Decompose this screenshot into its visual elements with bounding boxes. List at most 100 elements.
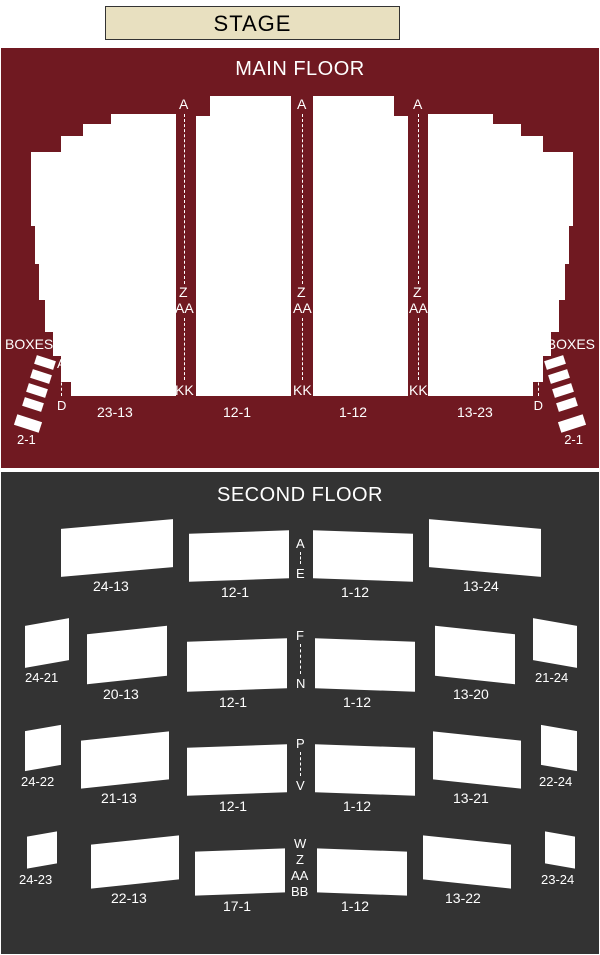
row-marker-aa: AA bbox=[175, 300, 194, 316]
boxes-dash bbox=[538, 372, 539, 396]
section-right[interactable] bbox=[313, 96, 408, 406]
balcony-section[interactable] bbox=[313, 530, 413, 581]
boxes-title-left: BOXES bbox=[5, 336, 53, 352]
row-marker-aa: AA bbox=[293, 300, 312, 316]
balcony-section[interactable] bbox=[429, 519, 541, 577]
aisle-dash bbox=[300, 644, 301, 674]
boxes-seats: 2-1 bbox=[564, 432, 583, 447]
boxes-row-d: D bbox=[534, 398, 543, 413]
boxes-seats: 2-1 bbox=[17, 432, 36, 447]
balcony-section[interactable] bbox=[315, 638, 415, 691]
row-marker-kk: KK bbox=[409, 382, 428, 398]
boxes-row-a: A bbox=[534, 356, 543, 371]
section-label: 24-22 bbox=[21, 774, 54, 789]
boxes-dash bbox=[61, 372, 62, 396]
balcony-section[interactable] bbox=[435, 626, 515, 684]
section-label: 12-1 bbox=[219, 694, 247, 710]
aisle-dash bbox=[418, 318, 419, 380]
balcony-section[interactable] bbox=[27, 831, 57, 868]
section-label: 13-24 bbox=[463, 578, 499, 594]
row-marker-z: Z bbox=[179, 284, 188, 300]
balcony-section[interactable] bbox=[545, 831, 575, 868]
box-seat[interactable] bbox=[558, 414, 586, 432]
section-label: 24-13 bbox=[93, 578, 129, 594]
row-marker-a: A bbox=[413, 96, 422, 112]
row-marker: Z bbox=[296, 852, 304, 867]
section-label: 23-24 bbox=[541, 872, 574, 887]
balcony-section[interactable] bbox=[25, 725, 61, 771]
balcony-section[interactable] bbox=[87, 626, 167, 684]
stage-label: STAGE bbox=[214, 11, 292, 36]
section-label: 13-23 bbox=[457, 404, 493, 420]
section-label: 20-13 bbox=[103, 686, 139, 702]
balcony-section[interactable] bbox=[315, 744, 415, 795]
balcony-section[interactable] bbox=[91, 835, 179, 888]
balcony-section[interactable] bbox=[61, 519, 173, 577]
balcony-section[interactable] bbox=[423, 835, 511, 888]
boxes-row-d: D bbox=[57, 398, 66, 413]
balcony-section[interactable] bbox=[317, 848, 407, 895]
section-label: 23-13 bbox=[97, 404, 133, 420]
row-marker: E bbox=[296, 566, 305, 581]
section-label: 1-12 bbox=[341, 898, 369, 914]
box-seat[interactable] bbox=[14, 414, 42, 432]
aisle-dash bbox=[184, 318, 185, 380]
section-label: 24-23 bbox=[19, 872, 52, 887]
section-label: 1-12 bbox=[341, 584, 369, 600]
row-marker: W bbox=[294, 836, 306, 851]
balcony-section[interactable] bbox=[433, 731, 521, 788]
row-marker-a: A bbox=[179, 96, 188, 112]
section-label: 12-1 bbox=[219, 798, 247, 814]
row-marker: P bbox=[296, 736, 305, 751]
section-label: 21-13 bbox=[101, 790, 137, 806]
boxes-title-right: BOXES bbox=[547, 336, 595, 352]
row-marker: A bbox=[296, 536, 305, 551]
second-floor-title: SECOND FLOOR bbox=[1, 484, 599, 507]
aisle-dash bbox=[302, 114, 303, 284]
section-label: 1-12 bbox=[339, 404, 367, 420]
row-marker-a: A bbox=[297, 96, 306, 112]
row-marker-z: Z bbox=[297, 284, 306, 300]
balcony-section[interactable] bbox=[81, 731, 169, 788]
row-marker-aa: AA bbox=[409, 300, 428, 316]
main-floor-title: MAIN FLOOR bbox=[1, 58, 599, 81]
aisle-dash bbox=[418, 114, 419, 284]
row-marker-z: Z bbox=[413, 284, 422, 300]
section-label: 13-21 bbox=[453, 790, 489, 806]
row-marker-kk: KK bbox=[293, 382, 312, 398]
aisle-dash bbox=[300, 552, 301, 564]
row-marker: F bbox=[296, 628, 304, 643]
row-marker: AA bbox=[291, 868, 308, 883]
main-floor-panel: MAIN FLOOR A Z AA KK A Z AA KK A Z AA KK bbox=[1, 48, 599, 468]
balcony-section[interactable] bbox=[189, 530, 289, 581]
row-marker: V bbox=[296, 778, 305, 793]
section-label: 22-24 bbox=[539, 774, 572, 789]
row-marker-kk: KK bbox=[175, 382, 194, 398]
section-label: 13-20 bbox=[453, 686, 489, 702]
balcony-section[interactable] bbox=[187, 744, 287, 795]
section-label: 17-1 bbox=[223, 898, 251, 914]
seating-chart: STAGE MAIN FLOOR A Z AA KK A Z AA KK A Z… bbox=[0, 0, 600, 955]
section-label: 12-1 bbox=[221, 584, 249, 600]
section-label: 12-1 bbox=[223, 404, 251, 420]
section-label: 21-24 bbox=[535, 670, 568, 685]
boxes-row-a: A bbox=[57, 356, 66, 371]
section-left[interactable] bbox=[196, 96, 291, 406]
balcony-section[interactable] bbox=[187, 638, 287, 691]
balcony-section[interactable] bbox=[541, 725, 577, 771]
balcony-section[interactable] bbox=[195, 848, 285, 895]
second-floor-panel: SECOND FLOOR A E F N P V W Z AA BB 24-13… bbox=[1, 472, 599, 954]
row-marker: N bbox=[296, 676, 305, 691]
section-label: 24-21 bbox=[25, 670, 58, 685]
stage-box: STAGE bbox=[105, 6, 400, 40]
aisle-dash bbox=[184, 114, 185, 284]
balcony-section[interactable] bbox=[533, 618, 577, 668]
aisle-dash bbox=[302, 318, 303, 380]
aisle-dash bbox=[300, 752, 301, 776]
balcony-section[interactable] bbox=[25, 618, 69, 668]
section-label: 22-13 bbox=[111, 890, 147, 906]
row-marker: BB bbox=[291, 884, 308, 899]
section-label: 1-12 bbox=[343, 694, 371, 710]
section-label: 13-22 bbox=[445, 890, 481, 906]
section-label: 1-12 bbox=[343, 798, 371, 814]
